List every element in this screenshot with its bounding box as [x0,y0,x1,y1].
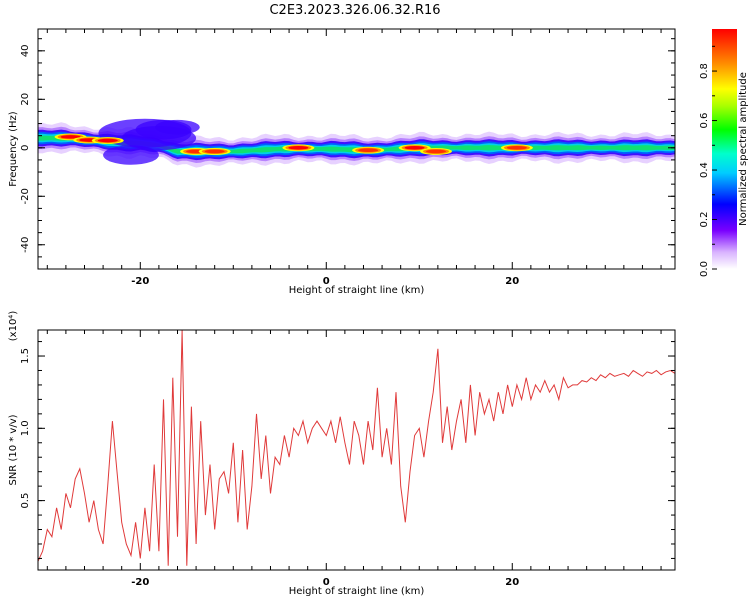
blob [155,119,200,135]
colorbar-tick-label: 0.8 [699,63,710,79]
colorbar-label: Normalized spectral amplitude [738,72,749,226]
hotspot-core [288,145,309,150]
x-axis-label: Height of straight line (km) [289,586,425,597]
plot-frame [37,28,676,270]
colorbar-gradient [712,29,737,269]
colorbar: 0.0 0.2 0.4 0.6 0.8 Normalized spectral ampli… [699,29,749,277]
hotspot-core [358,148,379,153]
snr-line [38,330,675,566]
blob [103,145,159,165]
y-tick-label: -20 [20,188,31,204]
y-tick-label: 1.5 [20,348,31,364]
y-tick-label: 20 [20,93,31,106]
y-tick-label: 0 [20,145,31,151]
colorbar-tick-label: 0.2 [699,212,710,228]
hotspot-core [97,138,118,143]
y-axis-label: SNR (10 * v/v) [8,414,19,485]
hotspot-core [426,149,447,154]
colorbar-tick-label: 0.4 [699,162,710,178]
plot-frame [37,329,676,571]
y-tick-label: 40 [20,44,31,57]
x-tick-label: 0 [323,276,330,287]
y-axis-label: Frequency (Hz) [8,111,19,187]
y-tick-label: 1.0 [20,420,31,436]
heatmap-area [38,118,675,168]
snr-panel: -20 0 20 Height of straight line (km) 0.5 1.0… [8,311,676,597]
y-tick-label: 0.5 [20,493,31,509]
colorbar-tick-label: 0.0 [699,261,710,277]
x-tick-label: 0 [323,577,330,588]
x-axis-label: Height of straight line (km) [289,285,425,296]
hotspot-core [204,149,225,154]
x-tick-label: 20 [505,577,519,588]
y-exponent-label: (x10⁴) [8,311,19,342]
hotspot-core [404,145,425,150]
x-tick-label: -20 [131,276,149,287]
x-tick-label: -20 [131,577,149,588]
hotspot-core [506,145,527,150]
line-area [38,330,675,566]
colorbar-tick-label: 0.6 [699,113,710,129]
hotspot-core [60,135,81,139]
y-tick-label: -40 [20,237,31,253]
x-tick-label: 20 [505,276,519,287]
spectrogram-panel: -20 0 20 Height of straight line (km) -40 -20… [8,28,676,296]
figure-title: C2E3.2023.326.06.32.R16 [269,3,440,18]
